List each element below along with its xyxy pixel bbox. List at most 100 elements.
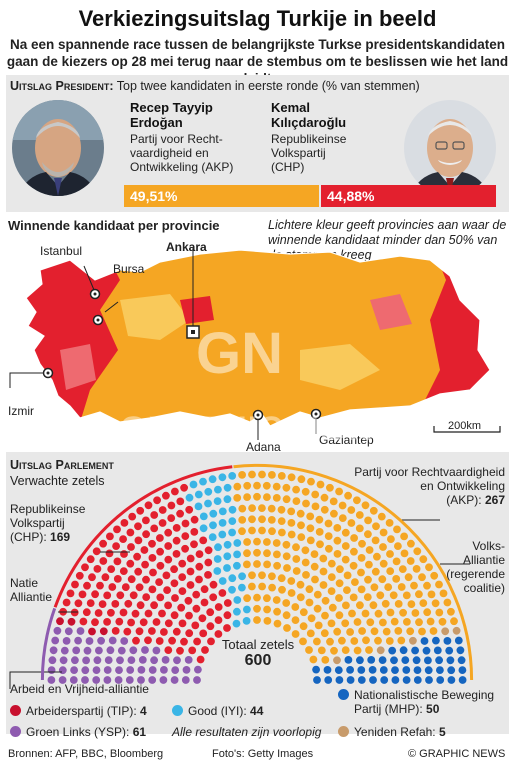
- seat-chp: [144, 636, 152, 645]
- seat-akp: [350, 637, 359, 645]
- seat-ysp: [171, 666, 180, 674]
- seat-akp: [283, 624, 291, 632]
- seat-akp: [287, 507, 296, 516]
- seat-ysp: [70, 666, 78, 674]
- seat-akp: [313, 590, 322, 599]
- seat-akp: [357, 585, 366, 594]
- seat-akp: [419, 555, 428, 564]
- seat-akp: [282, 552, 291, 561]
- seat-akp: [282, 540, 291, 549]
- seat-ysp: [47, 666, 56, 674]
- seat-akp: [253, 537, 261, 546]
- seat-akp: [243, 493, 252, 501]
- seat-ysp: [51, 636, 60, 645]
- seat-mhp: [446, 656, 455, 665]
- seat-mhp: [335, 676, 344, 684]
- seat-chp: [156, 547, 165, 556]
- seat-ysp: [82, 656, 90, 665]
- president-section-label: Uitslag President:: [10, 79, 114, 93]
- seat-akp: [292, 485, 300, 494]
- seat-yrp: [333, 656, 341, 665]
- seat-mhp: [411, 646, 419, 655]
- seat-akp: [321, 611, 329, 620]
- seat-ysp: [194, 665, 202, 674]
- kilicdaroglu-party-line3: (CHP): [271, 160, 305, 174]
- label-arbeid-alliantie: Arbeid en Vrijheid-alliantie: [10, 682, 149, 696]
- seat-akp: [272, 539, 281, 547]
- seat-akp: [443, 598, 452, 607]
- seat-chp: [204, 558, 213, 567]
- seat-chp: [200, 598, 209, 607]
- seat-akp: [278, 528, 286, 537]
- seat-chp: [135, 583, 144, 592]
- erdogan-name-line2: Erdoğan: [130, 115, 183, 130]
- seat-akp: [335, 594, 343, 602]
- seat-chp: [123, 627, 132, 636]
- seat-mhp: [324, 676, 333, 684]
- seat-chp: [178, 559, 187, 568]
- seat-chp: [82, 608, 91, 617]
- seat-mhp: [378, 656, 387, 664]
- seat-akp: [311, 502, 320, 511]
- seat-chp: [196, 655, 205, 664]
- seat-chp: [136, 601, 145, 610]
- seat-akp: [363, 593, 372, 601]
- seat-iyi: [208, 533, 217, 541]
- seat-mhp: [344, 656, 353, 664]
- seat-mhp: [357, 666, 366, 674]
- seat-akp: [386, 608, 395, 617]
- page-title: Verkiezingsuitslag Turkije in beeld: [78, 6, 437, 31]
- seat-chp: [134, 567, 143, 576]
- seat-ysp: [92, 666, 101, 674]
- seat-akp: [333, 627, 342, 636]
- candidate-erdogan-name: Recep Tayyip Erdoğan: [130, 100, 213, 130]
- seat-mhp: [356, 656, 364, 665]
- ysp-dot-icon: [10, 726, 21, 737]
- seat-chp: [181, 544, 190, 553]
- seat-tip: [88, 627, 96, 636]
- seat-mhp: [402, 666, 411, 674]
- seat-akp: [313, 637, 321, 646]
- seat-akp: [282, 611, 291, 620]
- seat-chp: [126, 528, 135, 537]
- seat-chp: [75, 571, 84, 580]
- scale-label: 200km: [448, 420, 482, 432]
- tip-dot-icon: [10, 705, 21, 716]
- seat-akp: [258, 571, 266, 580]
- tip-label: Arbeiderspartij (TIP):: [26, 704, 137, 718]
- seat-chp: [66, 589, 75, 598]
- seat-yrp: [409, 636, 417, 645]
- seat-ysp: [141, 646, 149, 654]
- seat-mhp: [454, 636, 463, 645]
- seat-akp: [301, 487, 310, 496]
- seat-akp: [374, 609, 383, 618]
- seat-akp: [301, 558, 310, 567]
- seat-akp: [268, 572, 276, 581]
- seat-chp: [204, 571, 212, 579]
- seat-mhp: [402, 676, 411, 684]
- seat-akp: [263, 605, 271, 614]
- seat-chp: [119, 608, 128, 617]
- refah-seats: 5: [438, 725, 446, 739]
- seat-akp: [333, 536, 342, 545]
- seat-chp: [112, 542, 120, 550]
- seat-akp: [366, 618, 375, 627]
- seat-chp: [106, 532, 114, 541]
- seat-chp: [136, 506, 145, 515]
- seat-akp: [407, 539, 415, 548]
- adana-marker: [252, 409, 264, 440]
- seat-chp: [162, 571, 171, 580]
- seat-chp: [148, 539, 156, 548]
- seat-mhp: [413, 666, 422, 674]
- seat-chp: [170, 579, 179, 588]
- seat-akp: [319, 554, 328, 563]
- seat-ysp: [69, 676, 78, 684]
- seat-chp: [111, 600, 120, 608]
- volks-line2: Alliantie: [462, 553, 505, 567]
- seat-ysp: [106, 646, 115, 655]
- seat-akp: [262, 481, 271, 490]
- seat-chp: [129, 591, 138, 600]
- seat-chp: [192, 590, 201, 599]
- seat-chp: [124, 599, 133, 608]
- candidate-erdogan-party: Partij voor Recht- vaardigheid en Ontwik…: [130, 132, 233, 174]
